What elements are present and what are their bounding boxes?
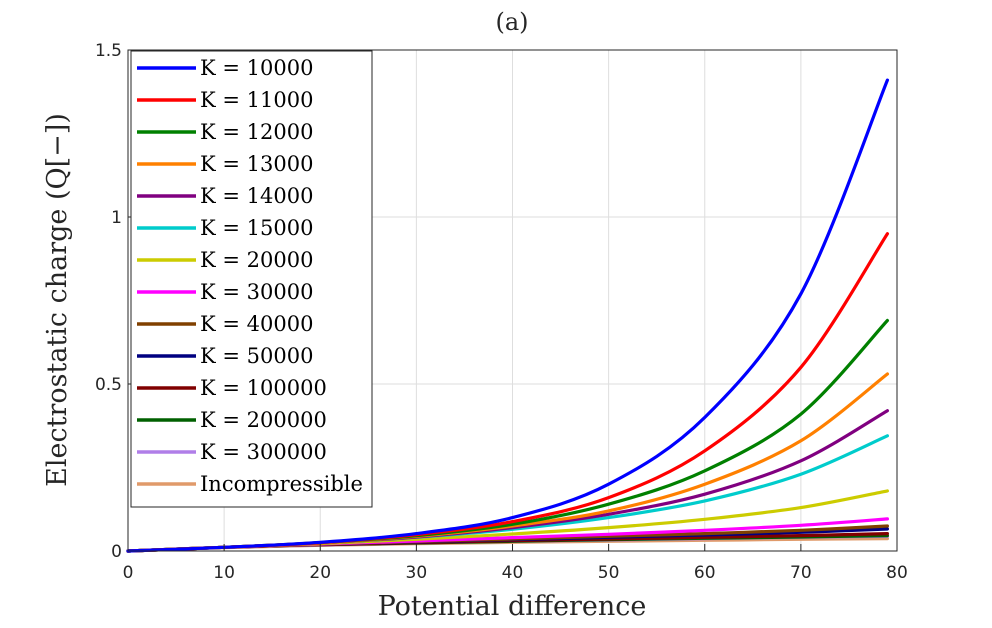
legend-label-k-300000: K = 300000: [200, 440, 327, 464]
legend: K = 10000 K = 11000 K = 12000 K = 13000 K = …: [130, 50, 373, 508]
series-line-k-10000: [126, 78, 889, 553]
series-lines: [126, 78, 889, 553]
y-tick-label: 0: [111, 542, 122, 562]
legend-label-incompressible: Incompressible: [200, 472, 363, 496]
x-tick-label: 50: [598, 563, 620, 583]
y-tick-label: 0.5: [95, 375, 122, 395]
legend-label-k-20000: K = 20000: [200, 248, 313, 272]
legend-label-k-50000: K = 50000: [200, 344, 313, 368]
x-tick-label: 0: [123, 563, 134, 583]
y-axis-label: Electrostatic charge (Q[−]): [42, 113, 73, 487]
legend-label-k-14000: K = 14000: [200, 184, 313, 208]
legend-label-k-11000: K = 11000: [200, 88, 313, 112]
x-tick-label: 80: [886, 563, 908, 583]
axis-ticks: 0 10 20 30 40 50 60 70 80 0 0.5 1 1.5: [95, 41, 908, 583]
x-tick-label: 30: [406, 563, 428, 583]
x-tick-label: 40: [502, 563, 524, 583]
legend-label-k-200000: K = 200000: [200, 408, 327, 432]
legend-label-k-13000: K = 13000: [200, 152, 313, 176]
legend-label-k-100000: K = 100000: [200, 376, 327, 400]
legend-label-k-40000: K = 40000: [200, 312, 313, 336]
legend-box: [130, 50, 373, 508]
chart-title: (a): [495, 8, 528, 36]
y-tick-label: 1: [111, 208, 122, 228]
legend-label-k-12000: K = 12000: [200, 120, 313, 144]
x-tick-label: 70: [790, 563, 812, 583]
legend-label-k-30000: K = 30000: [200, 280, 313, 304]
x-tick-label: 60: [694, 563, 716, 583]
legend-label-k-15000: K = 15000: [200, 216, 313, 240]
legend-label-k-10000: K = 10000: [200, 56, 313, 80]
y-tick-label: 1.5: [95, 41, 122, 61]
x-tick-label: 20: [309, 563, 331, 583]
x-tick-label: 10: [213, 563, 235, 583]
x-axis-label: Potential difference: [378, 591, 647, 622]
